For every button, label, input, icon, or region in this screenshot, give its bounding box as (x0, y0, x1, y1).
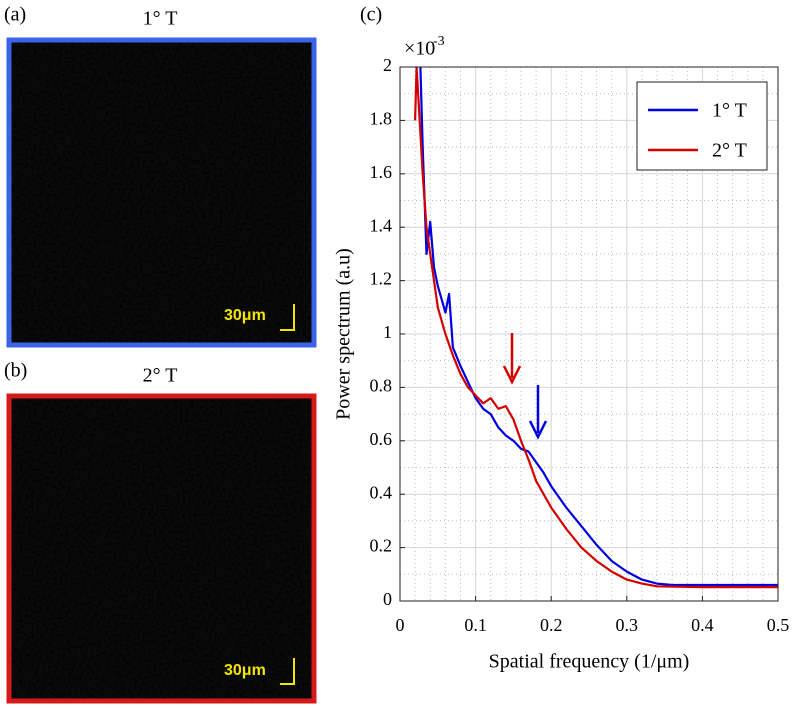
y-tick-label: 1.4 (370, 215, 393, 235)
x-tick-label: 0.4 (691, 615, 714, 635)
x-tick-label: 0 (396, 615, 405, 635)
legend: 1° T 2° T (636, 81, 768, 171)
panel-title: 2° T (143, 365, 178, 387)
x-tick-label: 0.1 (464, 615, 487, 635)
scale-label: 30μm (224, 662, 266, 679)
arrow (528, 385, 548, 440)
y-tick-label: 2 (383, 55, 392, 75)
y-axis-label: Power spectrum (a.u) (333, 248, 355, 420)
panel-label: (c) (360, 4, 382, 26)
panel-title: 1° T (143, 8, 178, 30)
panel-label: (b) (4, 360, 27, 382)
y-tick-label: 1.8 (370, 109, 393, 129)
y-tick-label: 0.4 (370, 482, 393, 502)
scale-label: 30μm (224, 307, 266, 324)
y-tick-label: 1 (383, 322, 392, 342)
y-tick-label: 0.2 (370, 536, 393, 556)
plot-frame (399, 66, 779, 602)
y-multiplier-base: ×10 (404, 38, 435, 60)
image-frame (6, 393, 317, 704)
x-tick-label: 0.3 (616, 615, 639, 635)
legend-box (636, 81, 768, 171)
y-tick-label: 0.8 (370, 376, 393, 396)
series-line (419, 67, 778, 587)
arrow (502, 333, 522, 385)
image-texture (9, 396, 314, 701)
panel-label: (a) (4, 4, 26, 26)
y-tick-label: 0 (383, 589, 392, 609)
y-tick-label: 1.6 (370, 162, 393, 182)
x-tick-label: 0.5 (767, 615, 790, 635)
image-frame (6, 37, 317, 348)
scale-bar (280, 658, 295, 685)
image-texture (9, 40, 314, 345)
x-tick-label: 0.2 (540, 615, 563, 635)
x-axis-label: Spatial frequency (1/μm) (489, 651, 690, 673)
legend-label: 2° T (712, 140, 747, 162)
y-tick-label: 1.2 (370, 269, 393, 289)
y-tick-label: 0.6 (370, 429, 393, 449)
y-multiplier-exponent: -3 (433, 34, 445, 49)
legend-label: 1° T (712, 100, 747, 122)
scale-bar (280, 304, 295, 331)
plot-lines (414, 67, 778, 589)
series-line (414, 67, 778, 589)
